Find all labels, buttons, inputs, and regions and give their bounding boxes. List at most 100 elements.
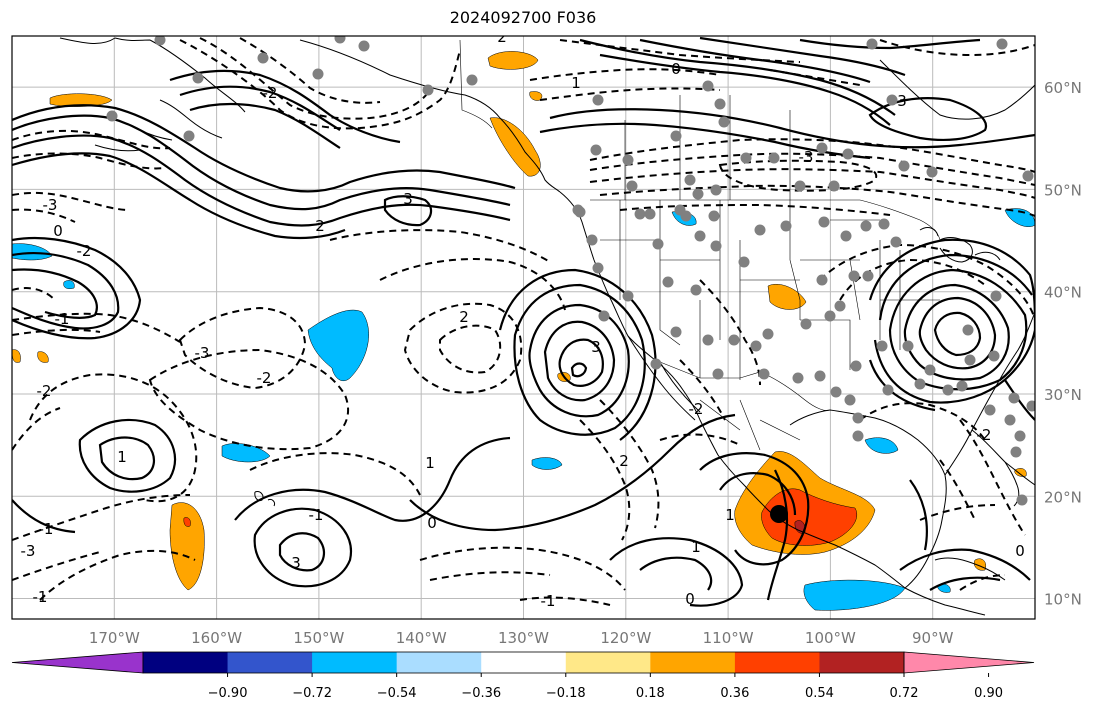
lat-tick-label: 50°N	[1044, 181, 1082, 199]
station-dot	[890, 236, 902, 248]
lat-tick-label: 10°N	[1044, 591, 1082, 609]
contour-labels: 2 1 0 -3 3 2 -2 0 -1 -2 3 -3 2 -1 -2 -3 1 -1 1 0 -2 -1 0 2 1 -2 1 0…	[21, 28, 1025, 610]
station-dot	[942, 384, 954, 396]
station-dot	[866, 38, 878, 50]
lon-tick-label: 160°W	[191, 629, 242, 647]
coastline-hudson	[879, 59, 1035, 120]
longitude-labels: 170°W 160°W 150°W 140°W 130°W 120°W 110°W 100°W…	[89, 629, 954, 647]
colorbar-tick-labels: −0.90 −0.72 −0.54 −0.36 −0.18 0.18 0.36 0.54 0.7…	[208, 673, 1003, 701]
station-dot	[988, 350, 1000, 362]
station-dot	[882, 384, 894, 396]
station-dot	[828, 180, 840, 192]
station-dot	[598, 310, 610, 322]
station-dot	[650, 358, 662, 370]
contour-label: 2	[619, 452, 629, 470]
lon-tick-label: 130°W	[498, 629, 549, 647]
shade-blue-dot-1	[63, 280, 75, 289]
coastline-central-am	[904, 587, 986, 616]
colorbar	[11, 651, 1035, 674]
station-dot	[718, 116, 730, 128]
station-dot	[740, 152, 752, 164]
colorbar-tick-label: 0.54	[805, 686, 834, 701]
station-dot	[962, 324, 974, 336]
station-dot	[862, 270, 874, 282]
contour-label: -1	[39, 520, 54, 538]
lon-tick-label: 110°W	[703, 629, 754, 647]
station-markers	[106, 36, 1035, 506]
station-dot	[626, 180, 638, 192]
contour-label: -1	[541, 592, 556, 610]
solid-contours	[12, 36, 1035, 607]
coastline-bering	[59, 37, 223, 152]
station-dot	[728, 334, 740, 346]
station-dot	[800, 318, 812, 330]
colorbar-extend-high	[903, 651, 1035, 674]
shade-orange-bc-coast	[489, 117, 541, 177]
contour-label: 1	[725, 506, 735, 524]
coastline-hawaii	[254, 491, 275, 507]
station-dot	[622, 290, 634, 302]
colorbar-segment	[650, 652, 736, 673]
lon-tick-label: 100°W	[805, 629, 856, 647]
contour-label: 1	[425, 454, 435, 472]
contour-label: 0	[671, 60, 681, 78]
shade-orange-left2	[37, 351, 49, 363]
station-dot	[712, 368, 724, 380]
contour-label: 2	[497, 28, 507, 46]
coastline-alaska	[114, 37, 561, 193]
colorbar-tick-label: 0.18	[636, 686, 665, 701]
contour-label: 0	[427, 514, 437, 532]
shade-orange-carib2	[1014, 468, 1027, 477]
lat-tick-label: 40°N	[1044, 284, 1082, 302]
station-dot	[644, 208, 656, 220]
lat-tick-label: 60°N	[1044, 79, 1082, 97]
contour-label: 3	[291, 554, 301, 572]
shade-blue-left-edge	[12, 243, 53, 261]
station-dot	[754, 224, 766, 236]
station-dot	[590, 144, 602, 156]
station-dot	[990, 290, 1002, 302]
station-dot	[634, 208, 646, 220]
station-dot	[1022, 170, 1034, 182]
station-dot	[1014, 430, 1026, 442]
station-dot	[710, 240, 722, 252]
station-dot	[852, 430, 864, 442]
colorbar-tick-label: −0.54	[377, 686, 417, 701]
station-dot	[574, 206, 586, 218]
station-dot	[312, 68, 324, 80]
colorbar-segment	[227, 652, 313, 673]
station-dot	[814, 370, 826, 382]
contour-label: -3	[195, 344, 210, 362]
station-dot	[984, 404, 996, 416]
lat-tick-label: 20°N	[1044, 488, 1082, 506]
station-dot	[670, 326, 682, 338]
map-frame	[11, 35, 1036, 620]
contour-label: -3	[43, 196, 58, 214]
contour-label: -2	[77, 242, 92, 260]
station-dot	[738, 256, 750, 268]
colorbar-segment	[565, 652, 651, 673]
border-canada-us	[590, 199, 941, 241]
contour-label: -2	[263, 84, 278, 102]
colorbar-tick-label: −0.18	[546, 686, 586, 701]
shade-orange-gulf-alaska	[487, 51, 539, 70]
station-dot	[702, 80, 714, 92]
station-dot	[183, 130, 195, 142]
lon-tick-label: 90°W	[912, 629, 954, 647]
contour-label: 1	[691, 538, 701, 556]
map-title: 2024092700 F036	[449, 8, 597, 27]
station-dot	[876, 340, 888, 352]
shade-blue-mexico-sw	[803, 579, 906, 611]
border-mexico-states	[699, 399, 801, 451]
contour-label: 2	[459, 308, 469, 326]
station-dot	[850, 360, 862, 372]
station-dot	[844, 394, 856, 406]
station-dot	[834, 300, 846, 312]
station-dot	[860, 220, 872, 232]
station-dot	[898, 160, 910, 172]
contour-label: -2	[257, 369, 272, 387]
colorbar-segment	[143, 652, 229, 673]
lat-tick-label: 30°N	[1044, 386, 1082, 404]
shade-blue-northeast	[1004, 208, 1035, 227]
